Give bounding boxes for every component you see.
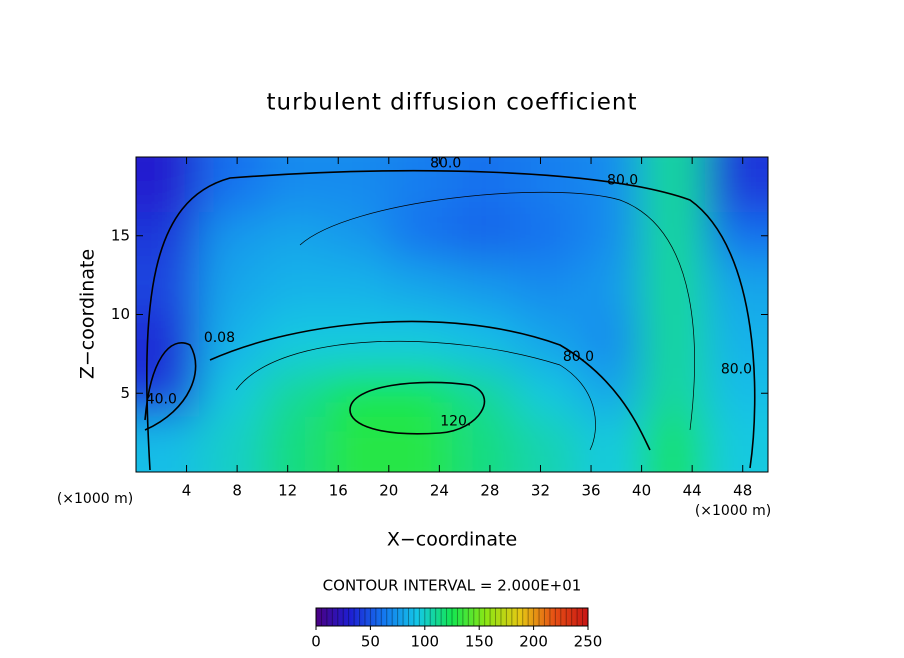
contour-line (209, 320, 651, 451)
y-tick-label: 5 (120, 384, 130, 402)
contour-label: 40.0 (146, 392, 177, 408)
field-cell (325, 369, 390, 418)
field-cell (388, 314, 453, 371)
colorbar-tick-label: 50 (361, 633, 380, 651)
x-tick-label: 20 (379, 482, 398, 500)
field-cell (704, 212, 768, 261)
field-cell (578, 314, 643, 371)
field-cell (136, 212, 201, 261)
x-tick-label: 8 (232, 482, 242, 500)
colorbar-tick-label: 100 (410, 633, 439, 651)
field-cell (388, 157, 453, 214)
field-cell (704, 314, 768, 371)
field-cell (325, 157, 390, 214)
field-cell (388, 416, 453, 472)
field-cell (325, 212, 390, 261)
field-cell (325, 259, 390, 316)
field-cell (578, 369, 643, 418)
field-cell (262, 157, 327, 214)
field-cell (388, 369, 453, 418)
field-cell (262, 259, 327, 316)
contour-line (349, 381, 486, 435)
x-unit-label: (×1000 m) (57, 491, 133, 507)
x-tick-label: 4 (182, 482, 192, 500)
field-cell (641, 314, 706, 371)
field-cell (515, 369, 580, 418)
x-tick-label: 44 (683, 482, 702, 500)
field-cell (199, 314, 264, 371)
x-tick-label: 40 (632, 482, 651, 500)
contour-label: 80.0 (430, 155, 461, 171)
colorbar-tick-label: 0 (311, 633, 321, 651)
field-cell (262, 212, 327, 261)
field-cell (136, 416, 201, 472)
colorbar-tick-label: 150 (465, 633, 494, 651)
field-cell (199, 416, 264, 472)
field-cell (452, 157, 517, 214)
colorbar (315, 607, 589, 627)
contour-label: 80.0 (721, 362, 752, 378)
field-cell (136, 259, 201, 316)
contour-label: 80.0 (563, 349, 594, 365)
field-cell (641, 416, 706, 472)
x-tick-label: 12 (278, 482, 297, 500)
y-axis-label: Z−coordinate (77, 249, 99, 379)
field-cell (388, 259, 453, 316)
contour-line (144, 342, 197, 431)
field-cell (452, 259, 517, 316)
field-cell (515, 259, 580, 316)
y-tick-label: 15 (111, 226, 130, 244)
field-cell (452, 212, 517, 261)
field-cell (641, 369, 706, 418)
contour-label: 120. (440, 414, 471, 430)
field-cell (199, 259, 264, 316)
y-tick-label: 10 (111, 305, 130, 323)
contour-label: 80.0 (607, 173, 638, 189)
field-cell (199, 212, 264, 261)
field-cell (452, 416, 517, 472)
field-cell (262, 416, 327, 472)
chart-title: turbulent diffusion coefficient (266, 90, 637, 116)
contour-line (299, 191, 695, 431)
field-cell (578, 416, 643, 472)
colorbar-tick-label: 250 (574, 633, 603, 651)
x-tick-label: 32 (531, 482, 550, 500)
field-cell (452, 369, 517, 418)
field-cell (704, 416, 768, 472)
field-cell (136, 157, 201, 214)
contour-line (235, 340, 596, 451)
contour-label: 0.08 (204, 330, 235, 346)
field-cell (388, 212, 453, 261)
x-tick-label: 36 (581, 482, 600, 500)
x-axis-label: X−coordinate (387, 529, 517, 551)
x-tick-label: 48 (733, 482, 752, 500)
field-cell (704, 157, 768, 214)
y-unit-label: (×1000 m) (695, 503, 771, 519)
x-tick-label: 16 (329, 482, 348, 500)
field-cell (641, 259, 706, 316)
field-cell (578, 259, 643, 316)
field-cell (578, 212, 643, 261)
field-cell (515, 212, 580, 261)
contour-interval: CONTOUR INTERVAL = 2.000E+01 (323, 577, 582, 595)
contour-line (146, 169, 756, 471)
contour-lines (144, 169, 756, 471)
field-cell (199, 369, 264, 418)
colorbar-tick-label: 200 (519, 633, 548, 651)
field-cell (515, 416, 580, 472)
field (136, 157, 768, 472)
field-cell (704, 369, 768, 418)
field-cell (262, 369, 327, 418)
field-cell (325, 416, 390, 472)
field-cell (515, 157, 580, 214)
x-tick-label: 24 (430, 482, 449, 500)
x-tick-label: 28 (480, 482, 499, 500)
field-cell (262, 314, 327, 371)
